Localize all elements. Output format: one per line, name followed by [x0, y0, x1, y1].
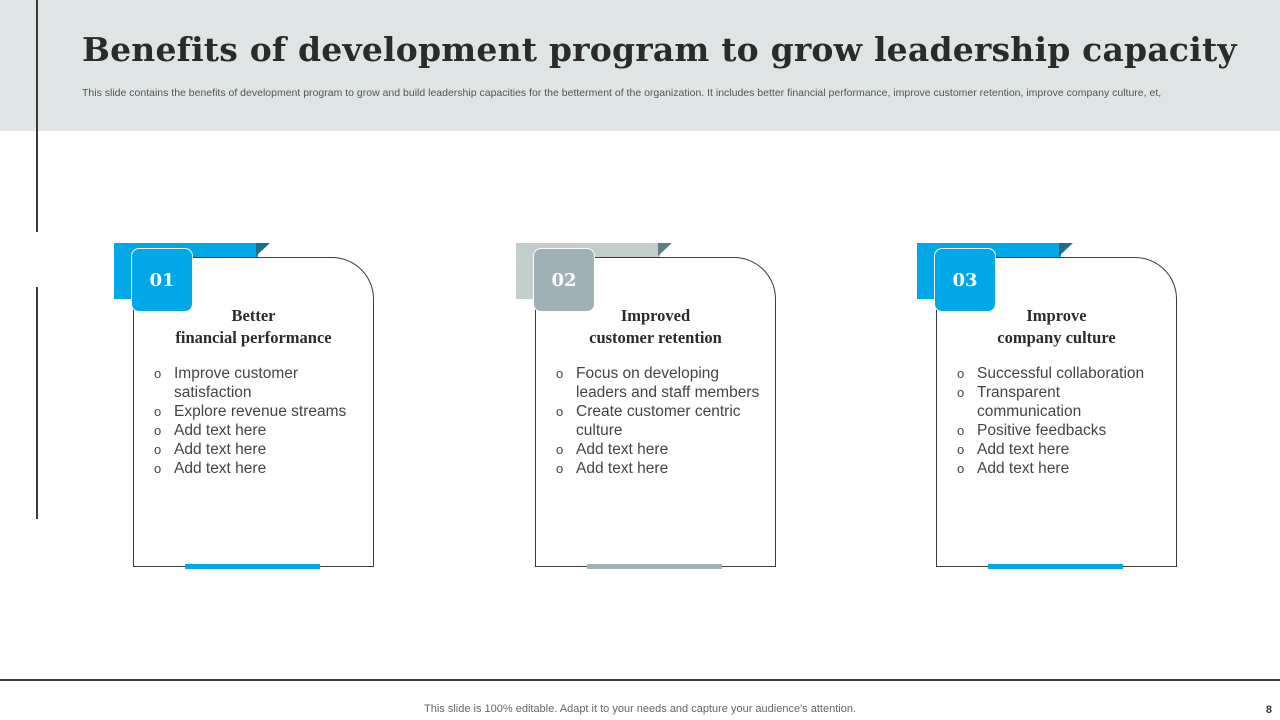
footer-note: This slide is 100% editable. Adapt it to… — [424, 703, 856, 715]
card-title-line-1: Better — [231, 306, 276, 325]
bullet-marker: o — [154, 423, 162, 438]
list-item: o Focus on developing leaders and staff m… — [556, 365, 760, 401]
list-item: o Add text here — [556, 460, 669, 477]
card-title-line-2: customer retention — [589, 328, 722, 347]
card-number-badge: 03 — [934, 248, 996, 312]
card-bottom-accent — [587, 564, 722, 569]
footer-divider — [0, 679, 1280, 681]
list-item: o Add text here — [957, 441, 1070, 458]
bullet-marker: o — [957, 423, 965, 438]
page-number: 8 — [1265, 704, 1272, 716]
bullet-marker: o — [957, 385, 965, 400]
card-title: Better financial performance — [133, 305, 374, 349]
bullet-marker: o — [556, 442, 564, 457]
card-number-badge: 01 — [131, 248, 193, 312]
bullet-marker: o — [957, 461, 965, 476]
bullet-marker: o — [556, 366, 564, 381]
card-title: Improved customer retention — [535, 305, 776, 349]
card-tab-fold — [256, 243, 270, 256]
card-bottom-accent — [988, 564, 1123, 569]
card-title-line-1: Improved — [620, 306, 691, 325]
bullet-marker: o — [957, 366, 965, 381]
list-item: o Successful collaboration — [957, 365, 1145, 382]
card-bullet-list: o Improve customer satisfaction o Explore … — [154, 364, 359, 478]
bullet-marker: o — [154, 366, 162, 381]
card-title-line-2: financial performance — [175, 328, 332, 347]
list-item: o Explore revenue streams — [154, 403, 347, 420]
header-band — [0, 0, 1280, 131]
left-decorative-rule-top — [36, 0, 38, 232]
card-bullet-list: o Focus on developing leaders and staff m… — [556, 364, 761, 478]
card-number-badge: 02 — [533, 248, 595, 312]
benefit-card-1: 01 Better financial performance o Improve… — [114, 243, 376, 573]
bullet-marker: o — [154, 404, 162, 419]
card-title-line-2: company culture — [997, 328, 1116, 347]
slide-title: Benefits of development program to grow … — [82, 30, 1237, 69]
benefit-card-3: 03 Improve company culture o Successful c… — [917, 243, 1179, 573]
bullet-marker: o — [556, 461, 564, 476]
list-item: o Improve customer satisfaction — [154, 365, 299, 401]
list-item: o Create customer centric culture — [556, 403, 741, 439]
list-item: o Add text here — [154, 441, 267, 458]
slide-subtitle: This slide contains the benefits of deve… — [82, 87, 1162, 99]
list-item: o Add text here — [556, 441, 669, 458]
card-title: Improve company culture — [936, 305, 1177, 349]
bullet-marker: o — [957, 442, 965, 457]
left-decorative-rule-bottom — [36, 287, 38, 519]
list-item: o Add text here — [154, 422, 267, 439]
bullet-marker: o — [556, 404, 564, 419]
card-bullet-list: o Successful collaboration o Transparent c… — [957, 364, 1162, 478]
list-item: o Add text here — [957, 460, 1070, 477]
card-tab-fold — [1059, 243, 1073, 256]
bullet-marker: o — [154, 461, 162, 476]
card-tab-fold — [658, 243, 672, 256]
bullet-marker: o — [154, 442, 162, 457]
list-item: o Positive feedbacks — [957, 422, 1107, 439]
benefit-card-2: 02 Improved customer retention o Focus on… — [516, 243, 778, 573]
list-item: o Add text here — [154, 460, 267, 477]
list-item: o Transparent communication — [957, 384, 1082, 420]
card-title-line-1: Improve — [1026, 306, 1087, 325]
card-bottom-accent — [185, 564, 320, 569]
